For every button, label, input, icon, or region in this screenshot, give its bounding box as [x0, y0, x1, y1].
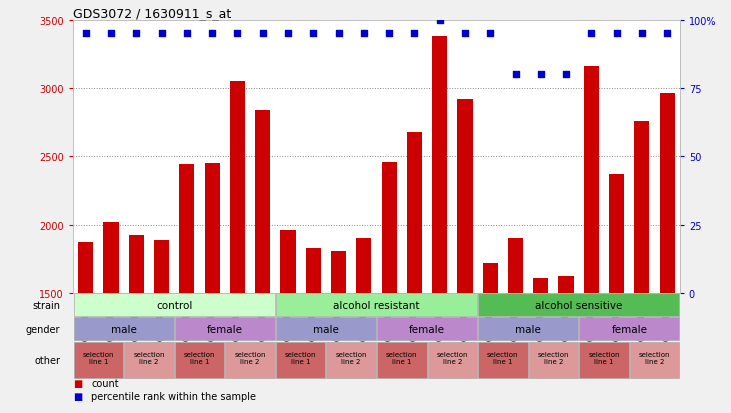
Bar — [255, 111, 270, 293]
Text: selection
line 1: selection line 1 — [83, 351, 114, 365]
Text: male: male — [313, 324, 339, 334]
Text: selection
line 2: selection line 2 — [336, 351, 367, 365]
Point — [181, 31, 193, 38]
Bar — [558, 277, 574, 293]
Bar — [276, 294, 477, 317]
Point — [636, 31, 648, 38]
Point — [459, 31, 471, 38]
Text: female: female — [409, 324, 445, 334]
Bar — [377, 342, 426, 378]
Bar — [630, 342, 679, 378]
Text: other: other — [34, 355, 61, 365]
Bar — [276, 318, 376, 341]
Bar — [175, 342, 224, 378]
Bar — [579, 318, 679, 341]
Point — [232, 31, 243, 38]
Point — [485, 31, 496, 38]
Bar — [609, 175, 624, 293]
Bar — [432, 37, 447, 293]
Point — [282, 31, 294, 38]
Text: selection
line 2: selection line 2 — [133, 351, 164, 365]
Text: selection
line 2: selection line 2 — [436, 351, 468, 365]
Point — [510, 72, 521, 78]
Bar — [276, 342, 325, 378]
Text: male: male — [110, 324, 137, 334]
Text: selection
line 2: selection line 2 — [639, 351, 670, 365]
Bar — [225, 342, 275, 378]
Point — [130, 31, 142, 38]
Bar — [406, 133, 422, 293]
Text: ■: ■ — [73, 378, 83, 388]
Bar — [74, 318, 174, 341]
Bar — [230, 82, 245, 293]
Text: female: female — [611, 324, 647, 334]
Point — [611, 31, 623, 38]
Point — [105, 31, 117, 38]
Text: selection
line 1: selection line 1 — [386, 351, 417, 365]
Bar — [306, 248, 321, 293]
Point — [535, 72, 547, 78]
Text: selection
line 2: selection line 2 — [235, 351, 266, 365]
Point — [333, 31, 344, 38]
Bar — [382, 162, 397, 293]
Text: strain: strain — [32, 300, 61, 310]
Bar — [635, 121, 649, 293]
Bar — [508, 239, 523, 293]
Bar — [584, 67, 599, 293]
Bar — [533, 278, 548, 293]
Text: count: count — [91, 378, 119, 388]
Text: gender: gender — [26, 324, 61, 334]
Bar — [579, 342, 629, 378]
Bar — [104, 222, 118, 293]
Point — [383, 31, 395, 38]
Bar — [154, 240, 169, 293]
Bar — [78, 243, 94, 293]
Point — [206, 31, 218, 38]
Text: percentile rank within the sample: percentile rank within the sample — [91, 391, 257, 401]
Point — [560, 72, 572, 78]
Point — [80, 31, 91, 38]
Point — [156, 31, 167, 38]
Text: selection
line 2: selection line 2 — [538, 351, 569, 365]
Text: ■: ■ — [73, 391, 83, 401]
Point — [308, 31, 319, 38]
Bar — [124, 342, 174, 378]
Bar — [659, 94, 675, 293]
Bar — [529, 342, 578, 378]
Bar — [129, 236, 144, 293]
Text: alcohol sensitive: alcohol sensitive — [535, 300, 622, 310]
Bar — [281, 230, 295, 293]
Bar — [205, 164, 220, 293]
Bar — [331, 251, 346, 293]
Point — [358, 31, 370, 38]
Text: GDS3072 / 1630911_s_at: GDS3072 / 1630911_s_at — [73, 7, 231, 19]
Text: selection
line 1: selection line 1 — [183, 351, 215, 365]
Bar — [175, 318, 275, 341]
Point — [662, 31, 673, 38]
Text: male: male — [515, 324, 541, 334]
Bar — [428, 342, 477, 378]
Point — [409, 31, 420, 38]
Text: control: control — [156, 300, 192, 310]
Bar — [356, 239, 371, 293]
Text: alcohol resistant: alcohol resistant — [333, 300, 420, 310]
Bar — [74, 294, 275, 317]
Point — [433, 17, 445, 24]
Bar — [478, 294, 679, 317]
Text: female: female — [207, 324, 243, 334]
Text: selection
line 1: selection line 1 — [285, 351, 317, 365]
Bar — [482, 263, 498, 293]
Bar — [478, 318, 578, 341]
Bar — [327, 342, 376, 378]
Point — [586, 31, 597, 38]
Text: selection
line 1: selection line 1 — [588, 351, 620, 365]
Bar — [377, 318, 477, 341]
Bar — [179, 165, 194, 293]
Point — [257, 31, 268, 38]
Bar — [478, 342, 528, 378]
Bar — [458, 100, 472, 293]
Bar — [74, 342, 123, 378]
Text: selection
line 1: selection line 1 — [487, 351, 518, 365]
